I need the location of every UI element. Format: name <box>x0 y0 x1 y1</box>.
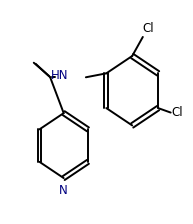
Text: Cl: Cl <box>143 22 154 35</box>
Text: Cl: Cl <box>171 106 183 119</box>
Text: HN: HN <box>51 69 69 82</box>
Text: N: N <box>59 184 68 197</box>
